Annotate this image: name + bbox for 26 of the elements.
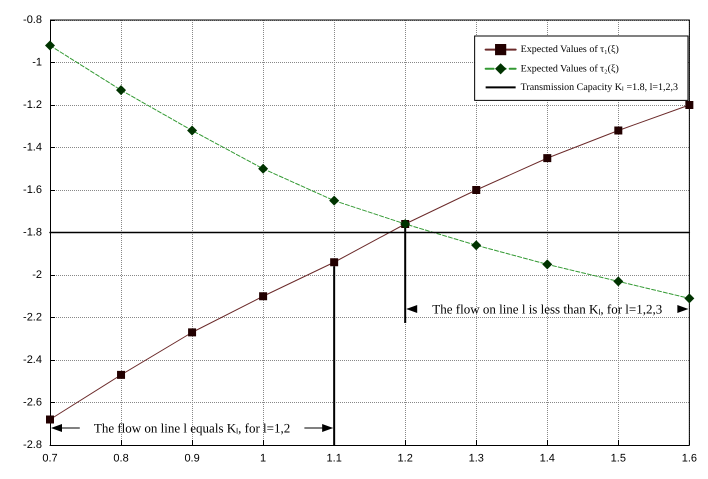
y-tick-label: -2	[32, 269, 42, 281]
x-tick-label: 1.2	[398, 452, 413, 464]
y-tick-label: -1.4	[23, 142, 42, 154]
y-tick-label: -2.4	[23, 354, 42, 366]
x-tick-label: 1.5	[610, 452, 626, 464]
x-tick-label: 0.7	[42, 452, 58, 464]
x-tick-label: 0.9	[184, 452, 200, 464]
annotation: The flow on line l equals Kₗ, for l=1,2	[94, 420, 290, 436]
legend-label: Expected Values of τ₂(ξ)	[520, 63, 619, 74]
x-tick-label: 1.4	[540, 452, 555, 464]
y-tick-label: -2.6	[23, 396, 42, 408]
x-tick-label: 1.6	[682, 452, 698, 464]
y-tick-label: -0.8	[23, 14, 42, 26]
x-tick-label: 1.3	[468, 452, 484, 464]
annotation: The flow on line l is less than Kₗ, for l=1,2,3	[432, 302, 662, 316]
y-tick-label: -1.2	[23, 99, 42, 111]
y-tick-label: -1.8	[23, 226, 42, 238]
x-tick-label: 1	[260, 452, 266, 464]
y-tick-label: -1	[32, 56, 42, 68]
y-tick-label: -2.8	[23, 439, 42, 451]
y-tick-label: -2.2	[23, 312, 42, 324]
legend-label: Transmission Capacity Kₗ =1.8, l=1,2,3	[520, 82, 678, 93]
x-tick-label: 1.1	[326, 452, 342, 464]
x-tick-label: 0.8	[113, 452, 129, 464]
legend-label: Expected Values of τ₁(ξ)	[520, 44, 619, 56]
y-tick-label: -1.6	[23, 184, 42, 196]
